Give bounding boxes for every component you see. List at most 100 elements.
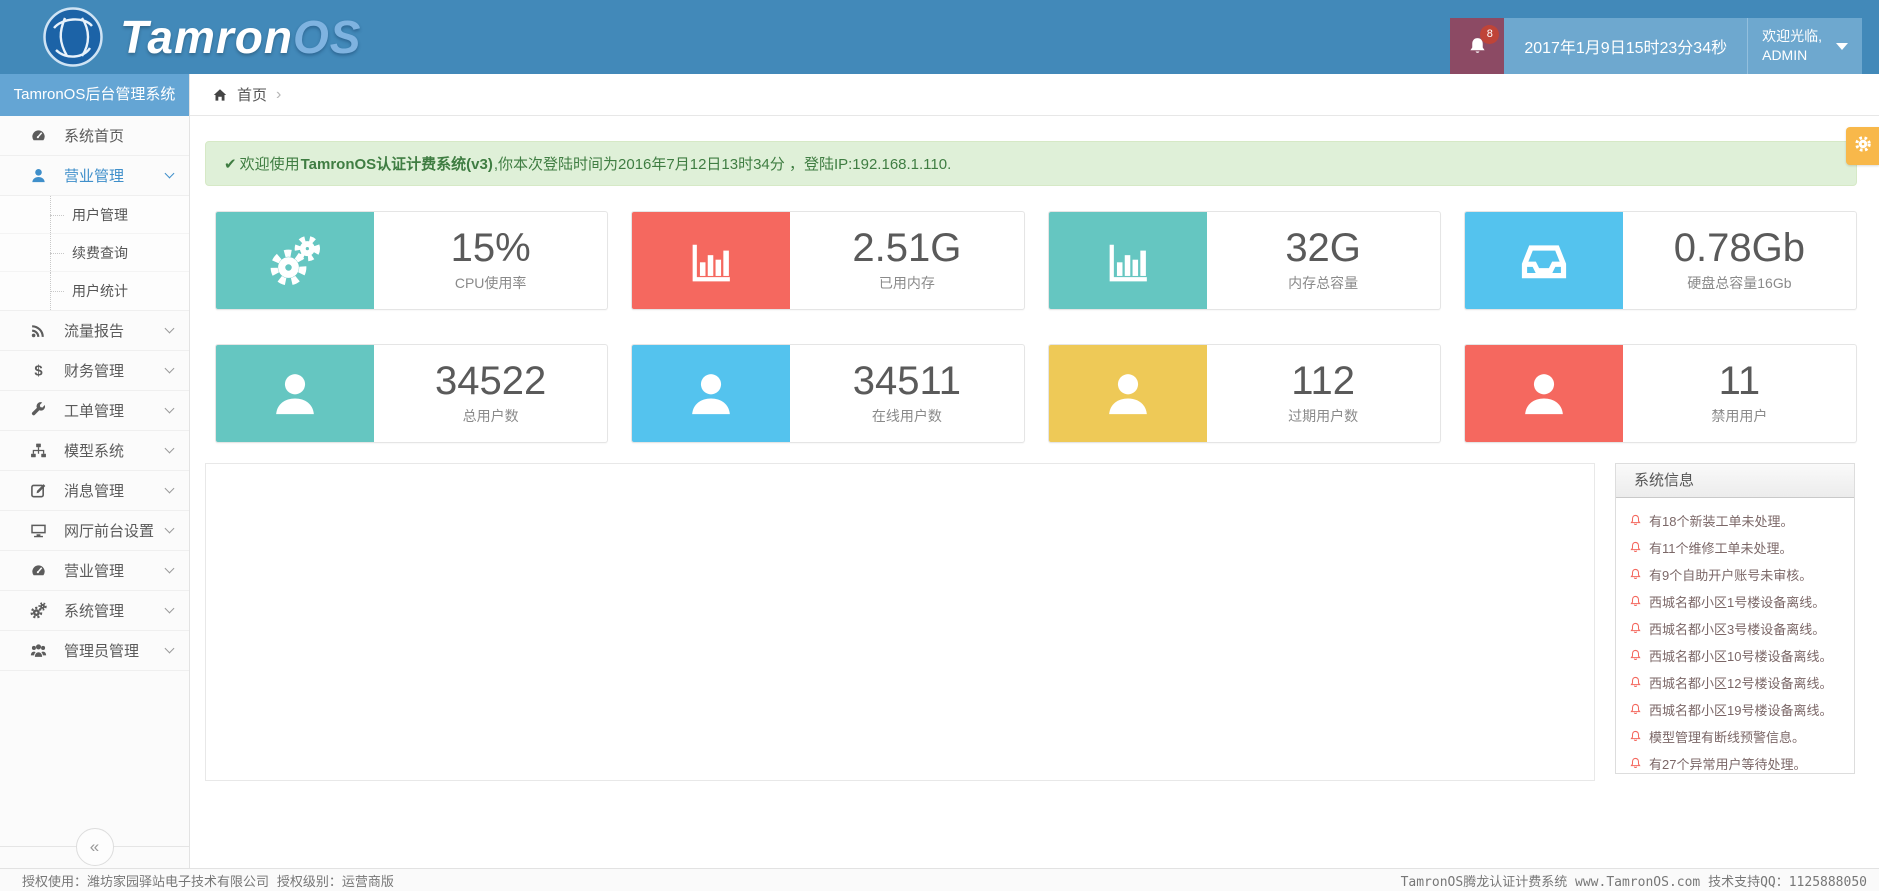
bar-chart-icon: [1048, 212, 1207, 309]
sidebar-collapse-row: «: [0, 828, 189, 866]
notifications-button[interactable]: 8: [1450, 18, 1505, 74]
user-icon: [1048, 345, 1207, 442]
svg-text:$: $: [34, 363, 43, 379]
check-icon: ✔: [224, 155, 237, 173]
system-info-panel: 系统信息 有18个新装工单未处理。 有11个维修工单未处理。 有9个自助开户账号未审…: [1615, 463, 1855, 774]
rss-icon: [30, 322, 50, 339]
breadcrumb-home[interactable]: 首页: [237, 87, 268, 104]
notification-badge: 8: [1480, 25, 1500, 44]
stat-card: 11 禁用用户: [1463, 344, 1857, 443]
system-message: 西城名都小区12号楼设备离线。: [1629, 669, 1841, 696]
user-icon: [216, 345, 374, 442]
sidebar-item-5[interactable]: 模型系统: [0, 431, 189, 471]
system-message: 西城名都小区1号楼设备离线。: [1629, 588, 1841, 615]
sidebar-menu: 系统首页 营业管理 用户管理 续费查询 用户统计 流量报告 $ 财务管理 工单管理 模型系统 消息管…: [0, 116, 189, 671]
sidebar-collapse-button[interactable]: «: [75, 828, 114, 866]
chevron-down-icon: [164, 523, 175, 534]
sidebar-item-9[interactable]: 系统管理: [0, 591, 189, 631]
sidebar-subitem[interactable]: 用户统计: [0, 272, 189, 310]
globe-logo-icon: [43, 7, 103, 67]
sitemap-icon: [30, 442, 50, 459]
sidebar-item-label: 模型系统: [64, 443, 125, 460]
bell-icon: [1629, 649, 1642, 662]
gears-icon: [30, 602, 50, 619]
system-message: 有9个自助开户账号未审核。: [1629, 561, 1841, 588]
home-icon[interactable]: [212, 87, 228, 103]
sidebar-item-8[interactable]: 营业管理: [0, 551, 189, 591]
stat-card: 2.51G 已用内存: [631, 211, 1025, 310]
bell-icon: [1467, 36, 1488, 57]
chevron-down-icon: [164, 363, 175, 374]
welcome-text: 欢迎光临,: [1762, 28, 1822, 44]
account-menu[interactable]: 欢迎光临, ADMIN: [1747, 18, 1862, 74]
system-message: 有18个新装工单未处理。: [1629, 507, 1841, 534]
sidebar-item-1[interactable]: 营业管理: [0, 156, 189, 196]
sidebar-subitem[interactable]: 用户管理: [0, 196, 189, 234]
gear-icon: [1853, 134, 1873, 159]
stat-value: 32G: [1285, 226, 1361, 270]
app-logo: TamronOS: [0, 6, 361, 68]
sidebar-item-label: 营业管理: [64, 563, 125, 580]
username: ADMIN: [1762, 47, 1808, 63]
bell-icon: [1629, 703, 1642, 716]
sidebar-item-10[interactable]: 管理员管理: [0, 631, 189, 671]
vendor-text: TamronOS腾龙认证计费系统 www.TamronOS.com 技术支持QQ…: [1400, 874, 1867, 890]
settings-flyout-button[interactable]: [1846, 127, 1879, 165]
bell-icon: [1629, 568, 1642, 581]
desktop-icon: [30, 522, 50, 539]
stat-label: 在线用户数: [871, 408, 942, 424]
top-header: TamronOS 8 2017年1月9日15时23分34秒 欢迎光临, ADMI…: [0, 0, 1879, 74]
sidebar-item-label: 营业管理: [64, 168, 125, 185]
brand-text: TamronOS: [120, 11, 362, 63]
bell-icon: [1629, 757, 1642, 770]
stat-label: 总用户数: [462, 408, 519, 424]
stats-row-2: 34522 总用户数 34511 在线用户数 112 过期用户数 11 禁用用户: [215, 344, 1857, 443]
bell-icon: [1629, 541, 1642, 554]
chart-panel: [205, 463, 1595, 781]
chevron-down-icon: [164, 563, 175, 574]
stat-value: 15%: [450, 226, 531, 270]
system-message: 西城名都小区19号楼设备离线。: [1629, 696, 1841, 723]
sidebar-item-6[interactable]: 消息管理: [0, 471, 189, 511]
sidebar-item-label: 管理员管理: [64, 643, 140, 660]
stat-card: 34511 在线用户数: [631, 344, 1025, 443]
user-icon: [30, 167, 50, 184]
welcome-alert: ✔ 欢迎使用 TamronOS认证计费系统(v3) ,你本次登陆时间为2016年7月…: [205, 141, 1857, 186]
chevron-down-icon: [164, 443, 175, 454]
sidebar-title: TamronOS后台管理系统: [0, 74, 189, 116]
stat-card: 15% CPU使用率: [215, 211, 609, 310]
stat-value: 112: [1291, 359, 1356, 403]
stat-label: 禁用用户: [1711, 408, 1768, 424]
stat-value: 0.78Gb: [1673, 226, 1805, 270]
sidebar-item-label: 财务管理: [64, 363, 125, 380]
sidebar-item-0[interactable]: 系统首页: [0, 116, 189, 156]
system-message: 西城名都小区3号楼设备离线。: [1629, 615, 1841, 642]
stat-label: CPU使用率: [454, 275, 527, 291]
bar-chart-icon: [632, 212, 791, 309]
stat-value: 34522: [435, 359, 547, 403]
stat-label: 过期用户数: [1288, 408, 1359, 424]
sidebar-item-4[interactable]: 工单管理: [0, 391, 189, 431]
breadcrumb: 首页 ›: [190, 74, 1879, 116]
sidebar-item-label: 系统首页: [64, 128, 125, 145]
tachometer-icon: [30, 562, 50, 579]
sidebar-subitem[interactable]: 续费查询: [0, 234, 189, 272]
system-message: 有11个维修工单未处理。: [1629, 534, 1841, 561]
sidebar-item-label: 消息管理: [64, 483, 125, 500]
sidebar-item-2[interactable]: 流量报告: [0, 311, 189, 351]
sidebar-item-3[interactable]: $ 财务管理: [0, 351, 189, 391]
stat-card: 32G 内存总容量: [1047, 211, 1441, 310]
sidebar-item-label: 网厅前台设置: [64, 523, 155, 540]
user-icon: [632, 345, 791, 442]
stats-row-1: 15% CPU使用率 2.51G 已用内存 32G 内存总容量 0.78Gb 硬盘总容量16G…: [215, 211, 1857, 310]
system-message: 模型管理有断线预警信息。: [1629, 723, 1841, 750]
users-icon: [30, 642, 50, 659]
caret-down-icon: [1836, 42, 1848, 50]
chevron-down-icon: [164, 483, 175, 494]
sidebar-submenu: 用户管理 续费查询 用户统计: [0, 196, 189, 311]
sidebar-item-7[interactable]: 网厅前台设置: [0, 511, 189, 551]
clock-text: 2017年1月9日15时23分34秒: [1504, 18, 1748, 74]
chevron-down-icon: [164, 603, 175, 614]
license-text: 授权使用：潍坊家园驿站电子技术有限公司 授权级别：运营商版: [22, 874, 394, 890]
sidebar-item-label: 流量报告: [64, 323, 125, 340]
